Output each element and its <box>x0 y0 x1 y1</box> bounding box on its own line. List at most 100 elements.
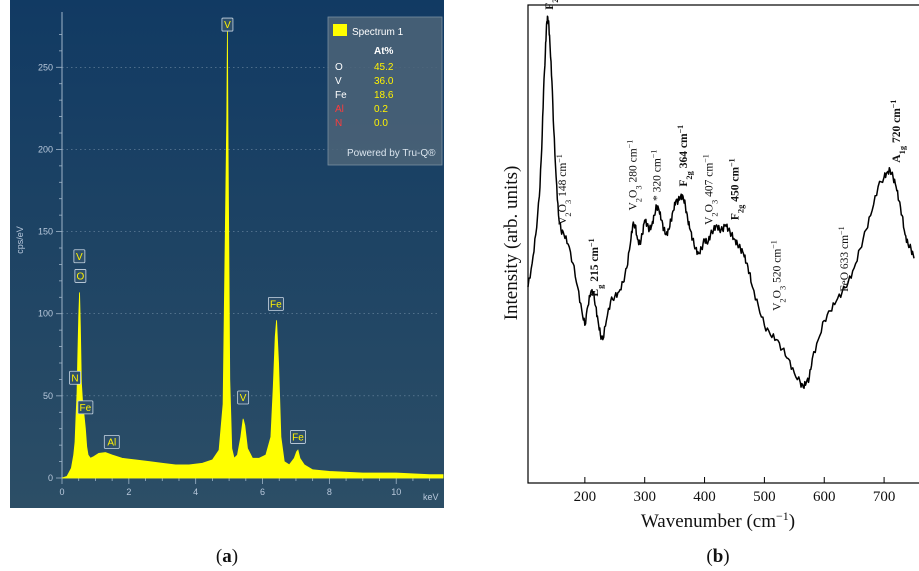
raman-annotation-part: 3 <box>563 200 573 204</box>
eds-peak-label: Fe <box>290 430 306 444</box>
raman-x-ticks: 200 300 400 500 600 700 <box>574 477 896 505</box>
raman-annotation-part: 1g <box>897 145 907 154</box>
raman-peak-annotation: F2g 450 cm−1 <box>727 158 746 220</box>
raman-peak-annotation: V2O3 407 cm−1 <box>701 154 720 225</box>
eds-legend-box <box>327 16 443 166</box>
eds-y-tick-label: 100 <box>38 309 53 319</box>
raman-spectrum-line <box>527 15 915 389</box>
raman-annotation-part: −1 <box>837 226 846 235</box>
raman-x-axis-label-sup: −1 <box>776 509 789 523</box>
raman-peak-annotation: FeO 633 cm−1 <box>837 226 852 291</box>
raman-annotation-part: −1 <box>555 154 564 163</box>
raman-annotation-part: A <box>891 154 903 163</box>
eds-x-tick-label: 2 <box>126 487 131 497</box>
eds-gridlines <box>62 66 440 397</box>
raman-annotation-part: −1 <box>769 240 778 249</box>
eds-peak-label-box <box>74 269 87 283</box>
eds-peak-label-box <box>103 434 120 449</box>
eds-peak-label-text: Al <box>107 437 116 448</box>
raman-x-tick-label: 400 <box>693 489 716 505</box>
eds-legend-swatch <box>333 24 347 36</box>
eds-y-tick-label: 250 <box>38 62 53 72</box>
eds-legend-footer: Powered by Tru-Q® <box>347 148 436 159</box>
raman-x-tick-label: 200 <box>574 489 597 505</box>
raman-annotation-part: 520 cm <box>771 249 783 286</box>
raman-annotation-part: V <box>628 202 640 211</box>
eds-peak-label-text: N <box>71 373 78 384</box>
raman-annotation-part: g <box>595 284 605 289</box>
raman-annotation-part: 407 cm <box>704 163 716 200</box>
eds-y-tick-label: 50 <box>43 391 53 401</box>
eds-peak-label-text: V <box>76 252 83 263</box>
caption-a-letter: a <box>222 546 232 567</box>
eds-legend-value: 0.2 <box>374 104 388 115</box>
raman-annotation-part: 3 <box>777 286 787 290</box>
raman-annotation-part: O <box>704 204 716 212</box>
eds-y-tick-label: 200 <box>38 144 53 154</box>
eds-y-axis-label: cps/eV <box>15 226 25 254</box>
eds-peak-label-box <box>267 296 284 311</box>
raman-annotation-part: 148 cm <box>557 163 569 200</box>
eds-legend-element: Al <box>335 104 344 115</box>
raman-peak-annotation: Eg 215 cm−1 <box>586 238 605 296</box>
raman-annotation-part: 280 cm <box>628 148 640 185</box>
caption-a-open: ( <box>216 546 222 567</box>
raman-annotation-part: −1 <box>649 150 658 159</box>
raman-annotation-part: FeO 633 cm <box>839 235 851 292</box>
eds-x-tick-label: 0 <box>59 487 64 497</box>
raman-annotation-part: 215 cm <box>589 247 601 285</box>
raman-annotation-part: 720 cm <box>891 108 903 146</box>
raman-y-axis-label: Intensity (arb. units) <box>501 166 522 321</box>
raman-annotation-part: 450 cm <box>730 166 742 204</box>
eds-peak-label-text: Fe <box>80 403 92 414</box>
raman-x-tick-label: 600 <box>813 489 836 505</box>
raman-peak-annotation: V2O3 280 cm−1 <box>625 140 644 211</box>
eds-x-tick-label: 10 <box>391 487 401 497</box>
eds-legend-value: 45.2 <box>374 62 394 73</box>
caption-a-close: ) <box>232 546 238 567</box>
eds-peak-label-text: O <box>76 272 84 283</box>
raman-peak-annotation: V2O3 520 cm−1 <box>769 240 788 311</box>
eds-legend-series: Spectrum 1 <box>352 27 404 38</box>
raman-x-axis-label-main: Wavenumber (cm <box>641 511 776 532</box>
raman-x-axis-label: Wavenumber (cm−1) <box>641 509 795 532</box>
eds-peak-label: N <box>69 370 81 385</box>
raman-annotation-part: −1 <box>701 154 710 163</box>
eds-legend-element: O <box>335 62 343 73</box>
eds-peak-label: Al <box>103 434 120 449</box>
eds-legend-element: N <box>335 118 342 129</box>
raman-annotation-part: V <box>557 216 569 225</box>
raman-x-tick-label: 300 <box>633 489 656 505</box>
eds-y-tick-label: 0 <box>48 473 53 483</box>
eds-legend-rows: O 45.2 V 36.0 Fe 18.6 Al 0.2 N 0.0 <box>335 62 394 129</box>
eds-peak-label-box <box>73 249 86 264</box>
eds-x-tick-label: 4 <box>193 487 198 497</box>
raman-annotation-part: 3 <box>710 200 720 204</box>
eds-peak-label-box <box>69 370 81 385</box>
eds-x-tick-label: 6 <box>260 487 265 497</box>
eds-x-tick-label: 8 <box>327 487 332 497</box>
caption-b-letter: b <box>713 546 724 567</box>
eds-peak-label-box <box>290 430 306 444</box>
raman-annotation-part: F <box>544 3 556 10</box>
raman-peak-annotation: V2O3 148 cm−1 <box>555 154 574 225</box>
eds-peak-label-text: Fe <box>270 299 282 310</box>
raman-annotation-part: E <box>589 289 601 297</box>
raman-peak-annotation: * 320 cm−1 <box>649 150 664 201</box>
eds-legend: Spectrum 1 At% O 45.2 V 36.0 Fe 18.6 Al 0.2 N 0.0… <box>327 16 443 166</box>
raman-x-tick-label: 700 <box>873 489 896 505</box>
eds-peak-label-box <box>237 390 250 405</box>
raman-annotation-part: 2 <box>710 212 720 216</box>
eds-peak-label-text: Fe <box>292 433 304 444</box>
raman-annotation-part: * 320 cm <box>652 158 664 201</box>
raman-annotation-part: −1 <box>586 238 595 247</box>
raman-annotation-part: −1 <box>676 125 685 134</box>
raman-annotation-part: O <box>628 190 640 198</box>
eds-x-axis-unit: keV <box>423 492 439 502</box>
caption-b: (b) <box>706 546 729 567</box>
raman-annotation-part: −1 <box>889 100 898 109</box>
raman-annotation-part: F <box>678 180 690 187</box>
